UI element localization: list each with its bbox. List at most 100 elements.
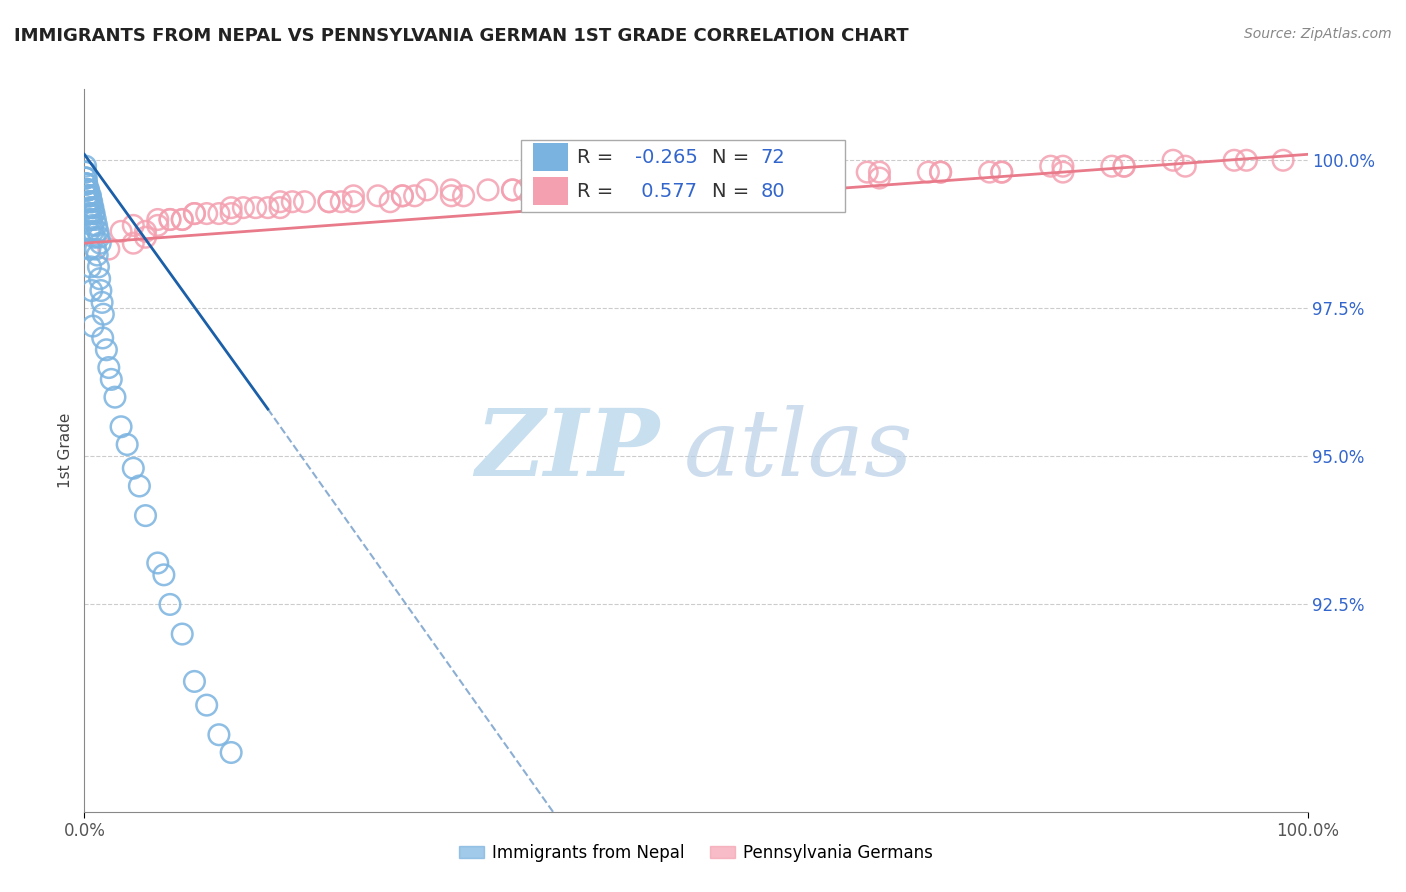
Point [76, 189, 98, 203]
Point [87, 224, 110, 238]
Point [82, 224, 104, 238]
Text: ZIP: ZIP [475, 406, 659, 495]
Point [453, 189, 475, 203]
Point [612, 177, 634, 191]
Point [146, 556, 169, 570]
Point [1174, 159, 1197, 173]
Point [89, 271, 111, 285]
Point [100, 372, 122, 386]
Point [330, 194, 353, 209]
Point [83, 206, 105, 220]
Point [195, 206, 218, 220]
Point [991, 165, 1014, 179]
Point [77, 224, 100, 238]
Point [269, 194, 291, 209]
Point [77, 206, 100, 220]
Point [440, 183, 463, 197]
Point [128, 479, 150, 493]
Point [929, 165, 952, 179]
Point [636, 177, 658, 191]
Point [416, 183, 439, 197]
Point [685, 177, 707, 191]
Point [82, 201, 104, 215]
Point [86, 219, 108, 233]
Point [380, 194, 402, 209]
Text: R =: R = [578, 148, 620, 168]
Point [104, 390, 127, 404]
Text: atlas: atlas [683, 406, 914, 495]
Point [208, 206, 231, 220]
Point [869, 171, 891, 186]
Point [83, 206, 105, 220]
Point [172, 212, 194, 227]
Point [76, 177, 98, 191]
Point [97, 242, 120, 256]
FancyBboxPatch shape [522, 140, 845, 212]
Point [794, 171, 817, 186]
Point [84, 212, 107, 227]
Point [367, 189, 389, 203]
Text: -0.265: -0.265 [636, 148, 697, 168]
Point [80, 284, 103, 298]
Point [624, 177, 647, 191]
Point [183, 206, 205, 220]
Point [1114, 159, 1136, 173]
Point [76, 177, 98, 191]
Point [75, 177, 97, 191]
Point [172, 627, 194, 641]
Point [75, 165, 97, 179]
Point [562, 183, 585, 197]
Point [77, 183, 100, 197]
Point [84, 242, 107, 256]
Point [75, 171, 97, 186]
Point [208, 728, 231, 742]
Point [807, 171, 830, 186]
Point [477, 183, 499, 197]
Point [404, 189, 426, 203]
Point [79, 260, 101, 274]
Point [929, 165, 952, 179]
Point [747, 171, 769, 186]
Point [76, 183, 98, 197]
Point [1161, 153, 1184, 168]
Point [77, 189, 100, 203]
Point [146, 212, 169, 227]
Point [159, 212, 181, 227]
Point [75, 177, 97, 191]
Point [79, 189, 101, 203]
Point [1039, 159, 1062, 173]
Point [122, 219, 145, 233]
FancyBboxPatch shape [533, 144, 568, 171]
Point [91, 295, 114, 310]
Point [159, 598, 181, 612]
Point [538, 183, 561, 197]
Point [245, 201, 267, 215]
Point [89, 236, 111, 251]
Point [991, 165, 1014, 179]
Point [183, 674, 205, 689]
Point [110, 419, 132, 434]
Point [87, 260, 110, 274]
Point [219, 201, 242, 215]
Point [77, 183, 100, 197]
Point [77, 189, 100, 203]
Point [75, 159, 97, 173]
Text: R =: R = [578, 182, 620, 202]
Point [1272, 153, 1295, 168]
Point [79, 201, 101, 215]
Point [79, 189, 101, 203]
Point [318, 194, 340, 209]
Point [83, 230, 105, 244]
Point [269, 201, 291, 215]
Point [219, 206, 242, 220]
Point [219, 746, 242, 760]
Point [257, 201, 280, 215]
Point [979, 165, 1001, 179]
Point [624, 177, 647, 191]
Point [747, 171, 769, 186]
Point [575, 183, 598, 197]
Point [82, 201, 104, 215]
Point [75, 171, 97, 186]
Point [1052, 165, 1074, 179]
Point [159, 212, 181, 227]
